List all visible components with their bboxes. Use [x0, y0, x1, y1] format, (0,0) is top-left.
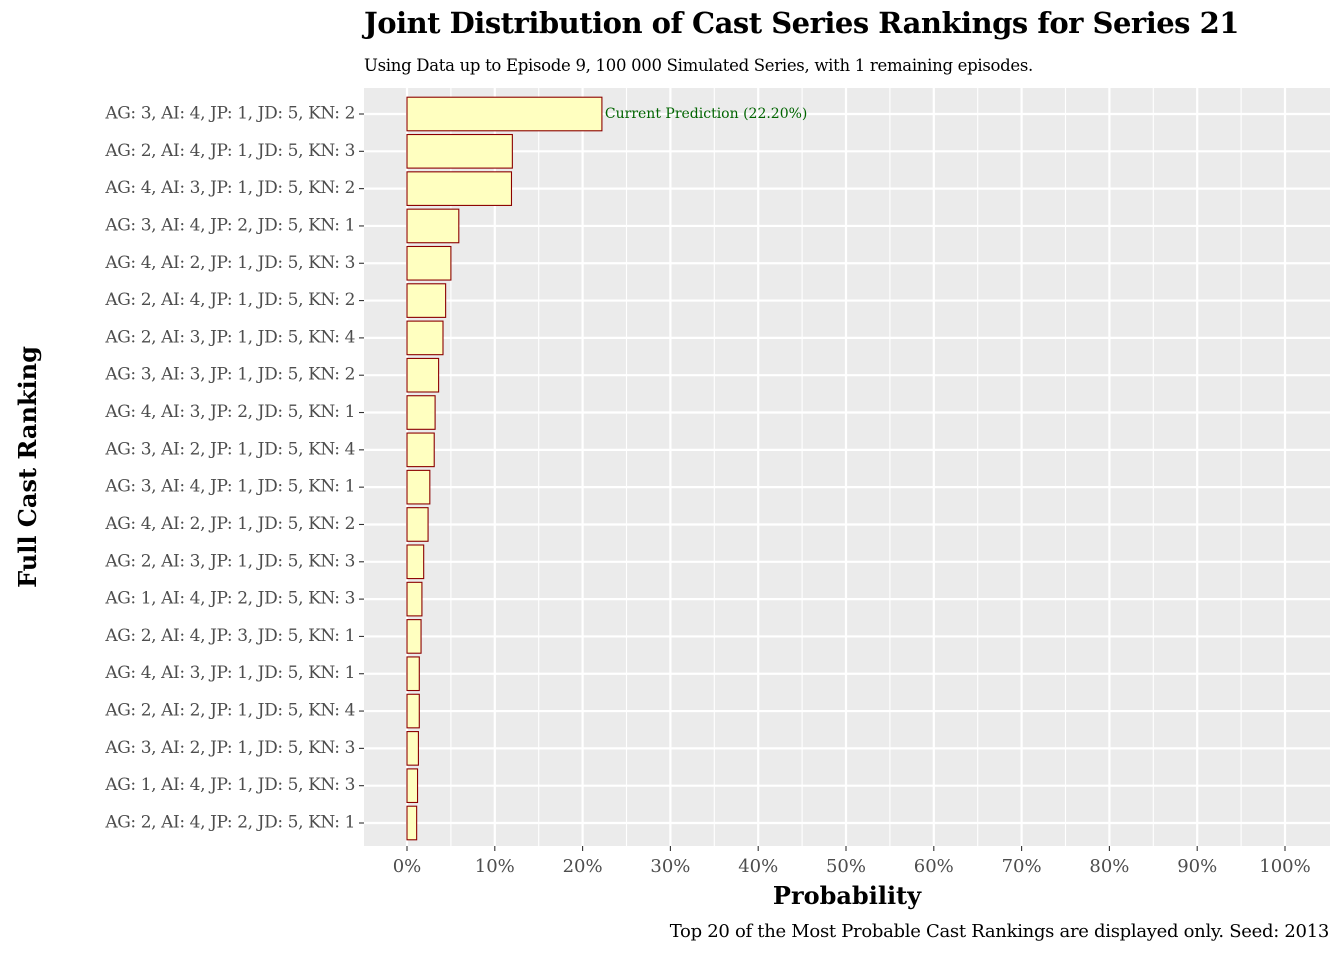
y-tick-label: AG: 2, AI: 4, JP: 2, JD: 5, KN: 1 — [104, 813, 355, 833]
y-tick-label: AG: 4, AI: 2, JP: 1, JD: 5, KN: 2 — [104, 514, 355, 534]
y-tick-label: AG: 3, AI: 4, JP: 2, JD: 5, KN: 1 — [104, 215, 355, 235]
bar — [406, 693, 420, 729]
x-tick-label: 30% — [650, 856, 690, 877]
bar — [406, 731, 419, 766]
x-tick-label: 80% — [1089, 856, 1129, 877]
bar — [406, 432, 435, 468]
current-prediction-label: Current Prediction (22.20%) — [605, 106, 807, 122]
x-tick-label: 60% — [914, 856, 954, 877]
bar — [406, 768, 419, 804]
x-axis-title: Probability — [773, 881, 922, 910]
y-tick-label: AG: 2, AI: 4, JP: 1, JD: 5, KN: 3 — [104, 141, 355, 161]
chart-caption: Top 20 of the Most Probable Cast Ranking… — [669, 921, 1330, 942]
x-tick-label: 20% — [563, 856, 603, 877]
bar — [406, 581, 423, 617]
y-tick-label: AG: 2, AI: 4, JP: 1, JD: 5, KN: 2 — [104, 290, 355, 310]
bar — [406, 619, 422, 654]
bar — [406, 208, 460, 244]
bar — [406, 656, 420, 692]
annotation-layer: Current Prediction (22.20%) — [605, 106, 807, 122]
y-tick-label: AG: 3, AI: 3, JP: 1, JD: 5, KN: 2 — [104, 365, 355, 385]
y-tick-label: AG: 2, AI: 2, JP: 1, JD: 5, KN: 4 — [104, 701, 355, 721]
bar — [406, 469, 431, 505]
bar — [406, 395, 436, 430]
x-tick-label: 0% — [393, 856, 422, 877]
bar — [406, 283, 447, 318]
y-tick-label: AG: 3, AI: 2, JP: 1, JD: 5, KN: 4 — [104, 439, 355, 459]
y-tick-label: AG: 4, AI: 2, JP: 1, JD: 5, KN: 3 — [104, 253, 355, 273]
y-axis: AG: 3, AI: 4, JP: 1, JD: 5, KN: 2 AG: 2, … — [104, 104, 364, 833]
bar — [406, 171, 513, 206]
y-tick-label: AG: 2, AI: 3, JP: 1, JD: 5, KN: 4 — [104, 327, 355, 347]
x-tick-label: 70% — [1002, 856, 1042, 877]
y-tick-label: AG: 3, AI: 4, JP: 1, JD: 5, KN: 1 — [104, 477, 355, 497]
y-tick-label: AG: 3, AI: 4, JP: 1, JD: 5, KN: 2 — [104, 104, 355, 124]
y-tick-label: AG: 2, AI: 3, JP: 1, JD: 5, KN: 3 — [104, 551, 355, 571]
bar — [406, 133, 513, 169]
y-tick-label: AG: 1, AI: 4, JP: 1, JD: 5, KN: 3 — [104, 775, 355, 795]
y-tick-label: AG: 1, AI: 4, JP: 2, JD: 5, KN: 3 — [104, 589, 355, 609]
bar — [406, 96, 603, 132]
x-tick-label: 100% — [1259, 856, 1310, 877]
x-tick-label: 10% — [475, 856, 515, 877]
bar — [406, 245, 452, 281]
bar — [406, 544, 425, 580]
bars — [406, 96, 603, 841]
bar — [406, 357, 440, 393]
x-tick-label: 50% — [826, 856, 866, 877]
y-tick-label: AG: 4, AI: 3, JP: 2, JD: 5, KN: 1 — [104, 402, 355, 422]
y-axis-title: Full Cast Ranking — [13, 346, 42, 588]
x-axis: 0% 10% 20% 30% 40% 50% 60% 70% 80% 90% 100% — [393, 846, 1311, 877]
y-tick-label: AG: 4, AI: 3, JP: 1, JD: 5, KN: 1 — [104, 663, 355, 683]
x-tick-label: 90% — [1177, 856, 1217, 877]
y-tick-label: AG: 3, AI: 2, JP: 1, JD: 5, KN: 3 — [104, 738, 355, 758]
x-tick-label: 40% — [738, 856, 778, 877]
chart-subtitle: Using Data up to Episode 9, 100 000 Simu… — [364, 56, 1033, 75]
bar — [406, 805, 418, 841]
y-tick-label: AG: 2, AI: 4, JP: 3, JD: 5, KN: 1 — [104, 626, 355, 646]
chart-title: Joint Distribution of Cast Series Rankin… — [364, 6, 1239, 40]
bar — [406, 320, 444, 356]
bar — [406, 507, 429, 542]
y-tick-label: AG: 4, AI: 3, JP: 1, JD: 5, KN: 2 — [104, 178, 355, 198]
